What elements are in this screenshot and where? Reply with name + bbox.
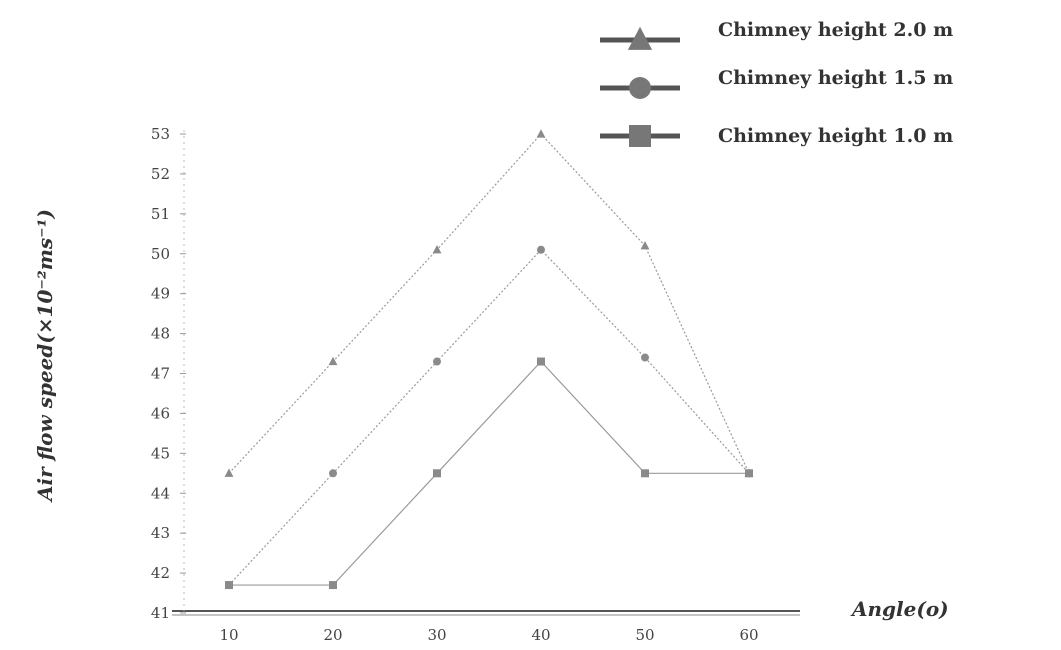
x-tick-label: 50 bbox=[635, 626, 654, 644]
series-line-2 bbox=[228, 248, 750, 586]
legend-label: Chimney height 1.0 m bbox=[718, 125, 953, 147]
series-line-3 bbox=[229, 360, 749, 586]
data-point-square bbox=[641, 469, 649, 478]
series-markers-layer bbox=[224, 129, 754, 590]
y-tick-label: 52 bbox=[151, 165, 170, 183]
data-point-triangle bbox=[224, 468, 234, 477]
y-tick-label: 51 bbox=[151, 205, 170, 223]
axes-layer: 41 42 43 44 45 46 47 48 49 50 51 52 53 10 20 30 40 50 60 bbox=[151, 125, 800, 644]
series-line-1 bbox=[228, 133, 750, 474]
legend-item: Chimney height 2.0 m bbox=[600, 19, 953, 50]
data-point-circle bbox=[641, 353, 649, 362]
x-tick-label: 30 bbox=[427, 626, 446, 644]
y-axis-title: Air flow speed(×10⁻²ms⁻¹) bbox=[33, 209, 57, 503]
data-point-circle bbox=[329, 469, 337, 478]
data-point-circle bbox=[433, 357, 441, 366]
x-tick-label: 60 bbox=[739, 626, 758, 644]
y-tick-label: 42 bbox=[151, 564, 170, 582]
data-point-square bbox=[225, 581, 233, 590]
data-point-circle bbox=[537, 245, 545, 254]
data-point-triangle bbox=[328, 356, 338, 366]
legend-marker-triangle bbox=[627, 26, 653, 50]
x-tick-label: 20 bbox=[323, 626, 342, 644]
y-tick-label: 50 bbox=[151, 245, 170, 263]
y-tick-label: 49 bbox=[151, 285, 170, 303]
legend-label: Chimney height 1.5 m bbox=[718, 67, 953, 89]
data-point-square bbox=[745, 469, 753, 478]
legend-item: Chimney height 1.5 m bbox=[600, 67, 953, 99]
data-point-triangle bbox=[432, 244, 442, 254]
y-tick-label: 44 bbox=[151, 484, 170, 502]
y-tick-label: 46 bbox=[151, 404, 170, 422]
legend-label: Chimney height 2.0 m bbox=[718, 19, 953, 41]
y-tick-label: 48 bbox=[151, 325, 170, 343]
series-lines-layer bbox=[228, 133, 750, 586]
legend-marker-square bbox=[629, 125, 651, 147]
y-tick-label: 43 bbox=[151, 524, 170, 542]
y-tick-label: 47 bbox=[151, 365, 170, 383]
x-tick-label: 10 bbox=[219, 626, 238, 644]
x-tick-label: 40 bbox=[531, 626, 550, 644]
legend: Chimney height 2.0 m Chimney height 1.5 m… bbox=[600, 19, 953, 147]
y-tick-label: 41 bbox=[151, 604, 170, 622]
data-point-triangle bbox=[640, 240, 650, 250]
legend-item: Chimney height 1.0 m bbox=[600, 125, 953, 147]
x-axis-title: Angle(o) bbox=[850, 597, 949, 621]
data-point-square bbox=[329, 581, 337, 590]
y-tick-label: 53 bbox=[151, 125, 170, 143]
data-point-triangle bbox=[536, 129, 546, 138]
data-point-square bbox=[537, 357, 545, 366]
legend-marker-circle bbox=[629, 77, 651, 99]
data-point-square bbox=[433, 469, 441, 478]
y-tick-label: 45 bbox=[151, 444, 170, 462]
